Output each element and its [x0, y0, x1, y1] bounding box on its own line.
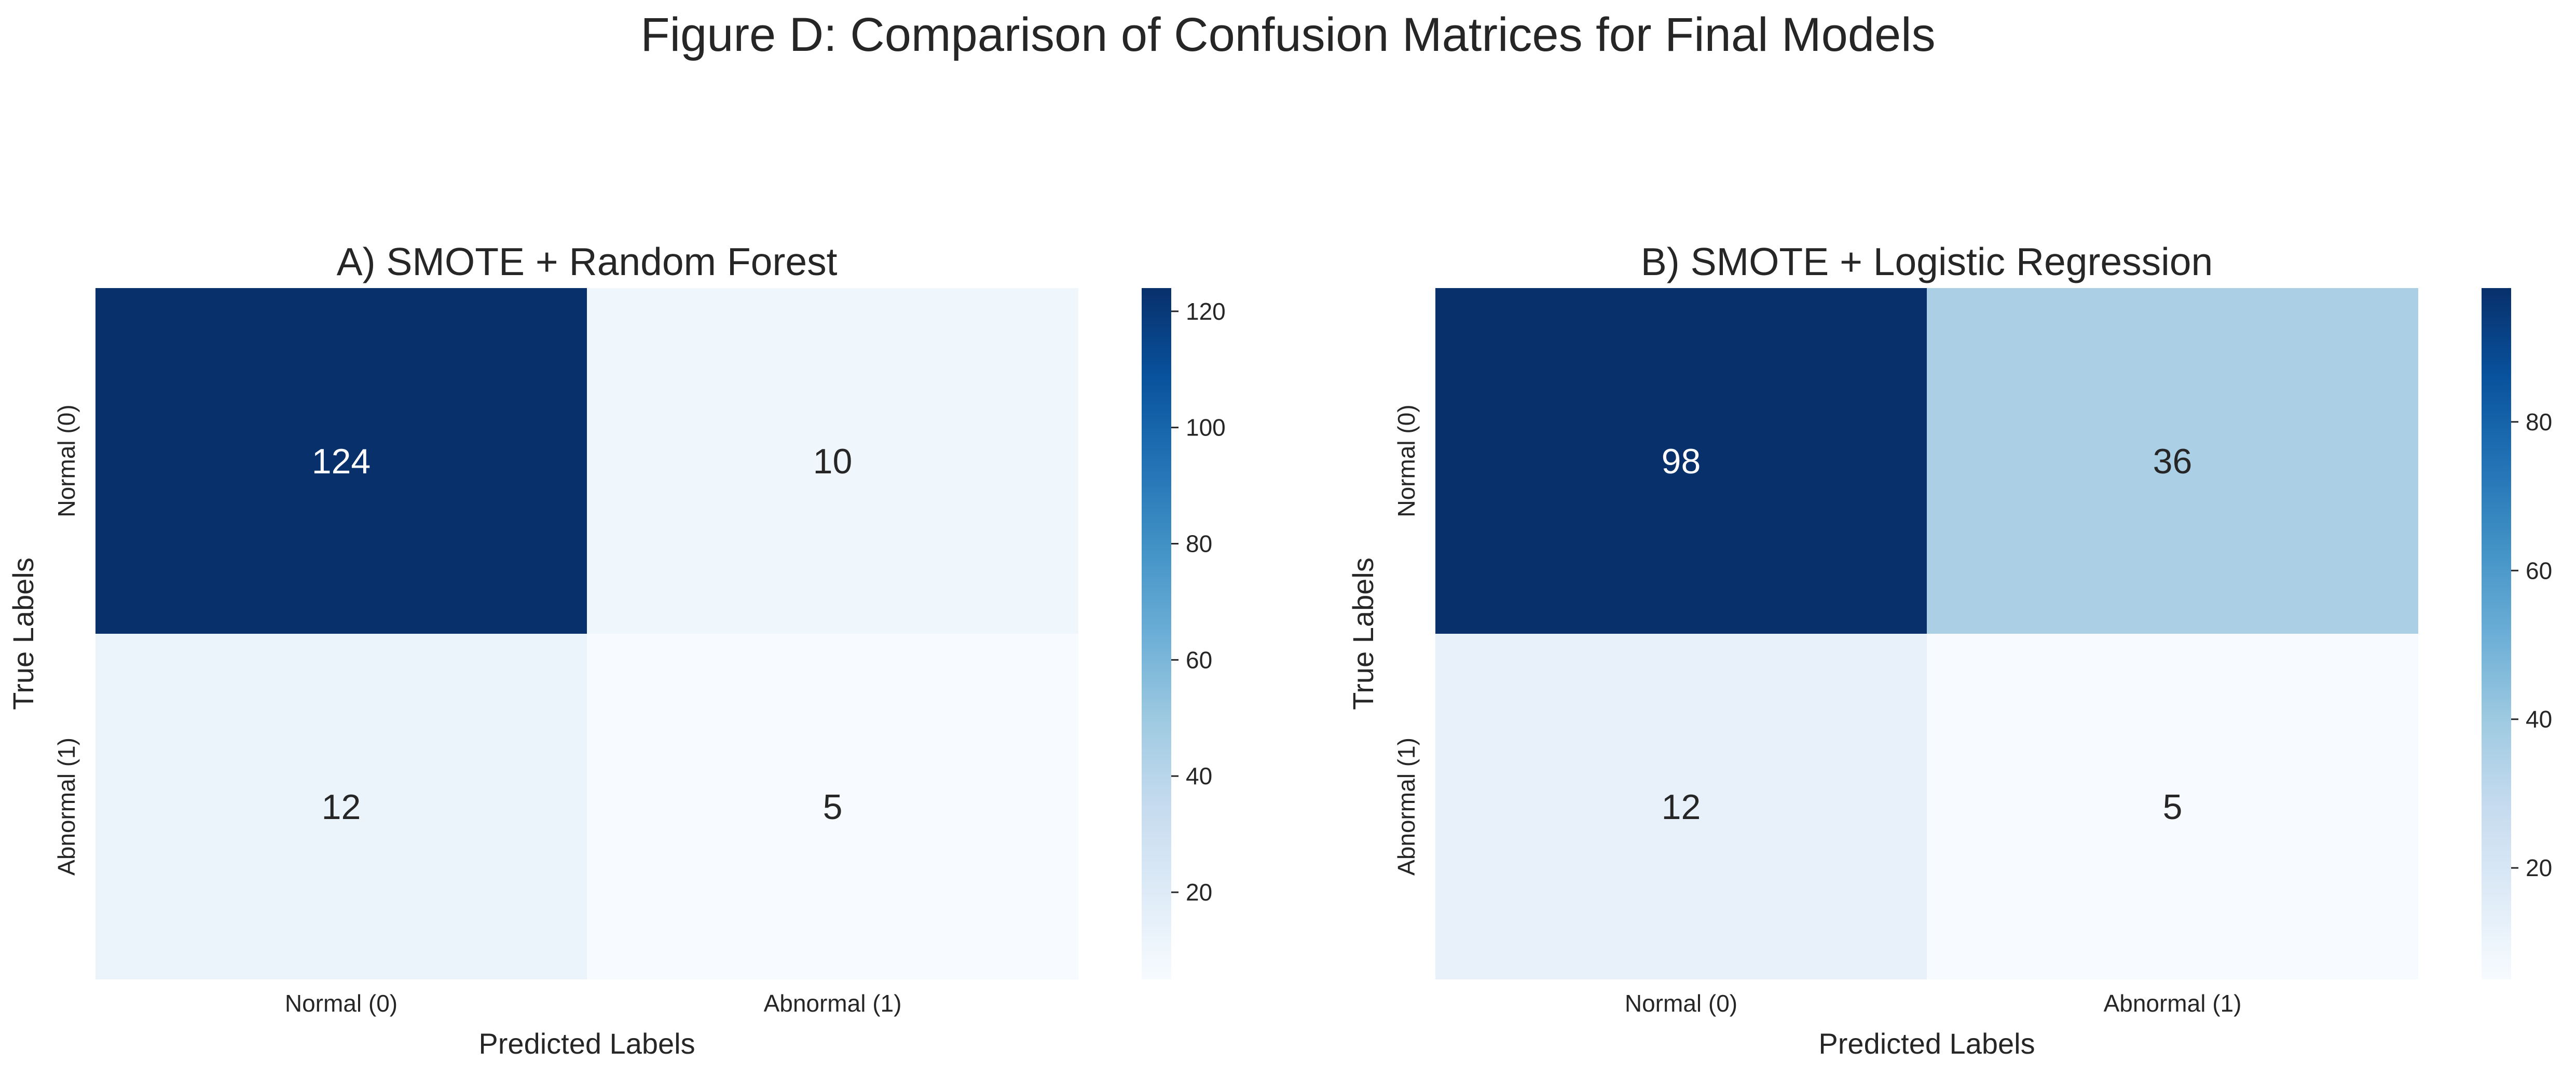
cell-annotation: 124	[312, 442, 371, 481]
heatmap-cell	[95, 288, 587, 634]
colorbar-tick-label: 100	[1186, 414, 1226, 441]
x-tick-label: Normal (0)	[1625, 990, 1737, 1017]
heatmap-cell	[1435, 634, 1927, 979]
x-axis-label: Predicted Labels	[478, 1027, 695, 1060]
colorbar-tick-label: 60	[1186, 646, 1212, 673]
cell-annotation: 12	[322, 787, 361, 827]
colorbar-tick-label: 80	[1186, 530, 1212, 557]
heatmap-cell	[587, 288, 1078, 634]
heatmap-cell	[587, 634, 1078, 979]
y-axis-label: True Labels	[1347, 557, 1379, 710]
y-axis-label: True Labels	[7, 557, 39, 710]
colorbar-tick-label: 80	[2526, 408, 2552, 435]
y-tick-label: Abnormal (1)	[53, 738, 80, 876]
heatmap-panel-a: A) SMOTE + Random Forest 124 10 12 5 Normal (…	[7, 240, 1226, 1060]
y-tick-label: Normal (0)	[53, 404, 80, 517]
heatmap-cell	[95, 634, 587, 979]
panel-title: B) SMOTE + Logistic Regression	[1641, 240, 2213, 283]
colorbar-tick-label: 20	[1186, 879, 1212, 906]
figure-title: Figure D: Comparison of Confusion Matric…	[640, 8, 1935, 61]
colorbar	[2482, 288, 2511, 979]
colorbar-tick-label: 20	[2526, 854, 2552, 881]
panels: A) SMOTE + Random Forest 124 10 12 5 Normal (…	[7, 240, 2552, 1060]
x-tick-label: Abnormal (1)	[764, 990, 902, 1017]
cell-annotation: 36	[2153, 442, 2193, 481]
cell-annotation: 5	[2163, 787, 2183, 827]
y-tick-label: Normal (0)	[1393, 404, 1420, 517]
heatmap-cell	[1435, 288, 1927, 634]
cell-annotation: 98	[1662, 442, 1701, 481]
colorbar-tick-label: 40	[1186, 762, 1212, 789]
panel-title: A) SMOTE + Random Forest	[337, 240, 838, 283]
heatmap-cell	[1927, 634, 2418, 979]
colorbar-tick-label: 40	[2526, 706, 2552, 733]
cell-annotation: 10	[813, 442, 853, 481]
colorbar	[1142, 288, 1171, 979]
heatmap-panel-b: B) SMOTE + Logistic Regression 98 36 12 5 Nor…	[1347, 240, 2552, 1060]
cell-annotation: 12	[1662, 787, 1701, 827]
x-axis-label: Predicted Labels	[1818, 1027, 2035, 1060]
x-tick-label: Abnormal (1)	[2104, 990, 2242, 1017]
heatmap-cell	[1927, 288, 2418, 634]
colorbar-tick-label: 120	[1186, 298, 1226, 325]
cell-annotation: 5	[823, 787, 843, 827]
colorbar-tick-label: 60	[2526, 557, 2552, 584]
y-tick-label: Abnormal (1)	[1393, 738, 1420, 876]
x-tick-label: Normal (0)	[285, 990, 398, 1017]
